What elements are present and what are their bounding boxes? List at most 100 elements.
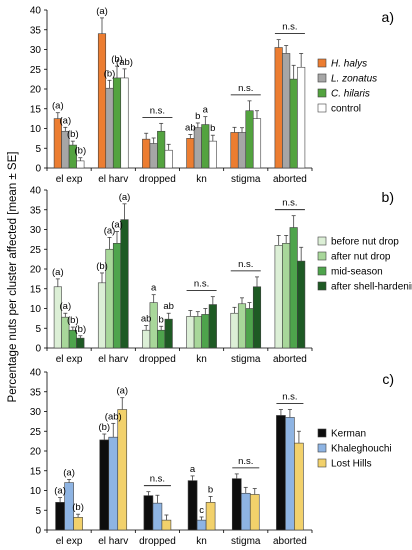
y-tick-label: 40 [30,6,42,17]
significance-label: (a) [54,486,66,497]
significance-label: ab [141,313,152,324]
y-tick-label: 5 [35,324,41,335]
legend-swatch [317,236,327,246]
x-tick-label: el exp [56,354,83,365]
y-tick-label: 5 [35,506,41,517]
significance-label: a [151,283,157,294]
x-tick-label: stigma [231,536,261,547]
x-tick-label: stigma [231,354,261,365]
significance-label: b [195,111,200,122]
bar [230,312,239,349]
x-tick-label: dropped [139,174,176,185]
legend-label: L. zonatus [331,74,377,85]
ns-label: n.s. [282,22,297,33]
bar [97,282,107,349]
bar [53,286,62,349]
bar [108,436,119,531]
x-tick-label: dropped [139,354,176,365]
bar [249,494,260,531]
x-tick-label: el harv [98,174,128,185]
bar [164,318,173,349]
legend-swatch [317,458,327,468]
legend-label: after nut drop [331,252,391,263]
bar [274,47,283,169]
bar [201,314,210,349]
bar [208,304,217,349]
x-tick-label: kn [196,536,207,547]
x-tick-label: el exp [56,174,83,185]
bar [142,138,151,169]
y-tick-label: 0 [35,164,41,175]
y-tick-label: 10 [30,304,42,315]
y-tick-label: 25 [30,65,42,76]
panel-label: a) [382,9,394,25]
ns-label: n.s. [238,456,253,467]
x-tick-label: dropped [139,536,176,547]
bar [276,415,286,531]
y-tick-label: 40 [30,186,42,197]
y-tick-label: 25 [30,427,42,438]
y-tick-label: 35 [30,25,42,36]
legend-swatch [317,266,327,276]
ns-label: n.s. [150,474,165,485]
y-tick-label: 25 [30,245,42,256]
significance-label: (a) [96,6,108,17]
significance-label: (a) [52,101,64,112]
bar [245,308,254,349]
legend-label: after shell-hardening [331,282,412,293]
bar [282,53,291,169]
ns-label: n.s. [238,259,253,270]
ns-label: n.s. [282,198,297,209]
significance-label: (a) [60,301,72,312]
significance-label: (b) [75,324,87,335]
legend-swatch [317,251,327,261]
bar [208,140,217,169]
bar [186,138,195,169]
bar [99,439,110,531]
legend-label: C. hilaris [331,89,370,100]
bar [73,517,83,531]
significance-label: a [203,105,209,116]
bar [187,480,198,531]
bar [294,442,304,531]
x-tick-label: kn [196,354,207,365]
significance-label: (b) [75,146,87,157]
significance-label: (b) [67,129,79,140]
y-tick-label: 30 [30,45,42,56]
y-tick-label: 35 [30,205,42,216]
bar [285,417,295,531]
bar [152,502,163,531]
bar [282,243,291,349]
bar [240,492,251,531]
significance-label: a [190,464,196,475]
bar [230,132,239,169]
bar [161,519,172,531]
bar [186,316,195,349]
bar [193,127,202,169]
bar [55,502,65,531]
x-tick-label: el exp [56,536,83,547]
chart-panel-c: 0 5 10 15 20 25 30 35 40 el exp el harv dropped kn st… [30,368,394,548]
bar [105,87,114,169]
significance-label: (b) [96,261,108,272]
significance-label: (a) [104,225,116,236]
bar [120,77,129,169]
bar [196,519,207,531]
bar [76,160,85,169]
bar [149,302,158,349]
significance-label: (b) [67,315,79,326]
y-tick-label: 5 [35,144,41,155]
x-tick-label: aborted [273,174,307,185]
legend-label: mid-season [331,267,383,278]
legend-swatch [317,58,327,68]
panel-label: c) [382,371,394,387]
legend-label: Khaleghouchi [331,444,392,455]
panel-label: b) [382,189,394,205]
bar [237,132,247,169]
y-tick-label: 35 [30,387,42,398]
y-tick-label: 30 [30,407,42,418]
y-tick-label: 40 [30,368,42,379]
y-tick-label: 10 [30,124,42,135]
significance-label: (b) [104,68,116,79]
